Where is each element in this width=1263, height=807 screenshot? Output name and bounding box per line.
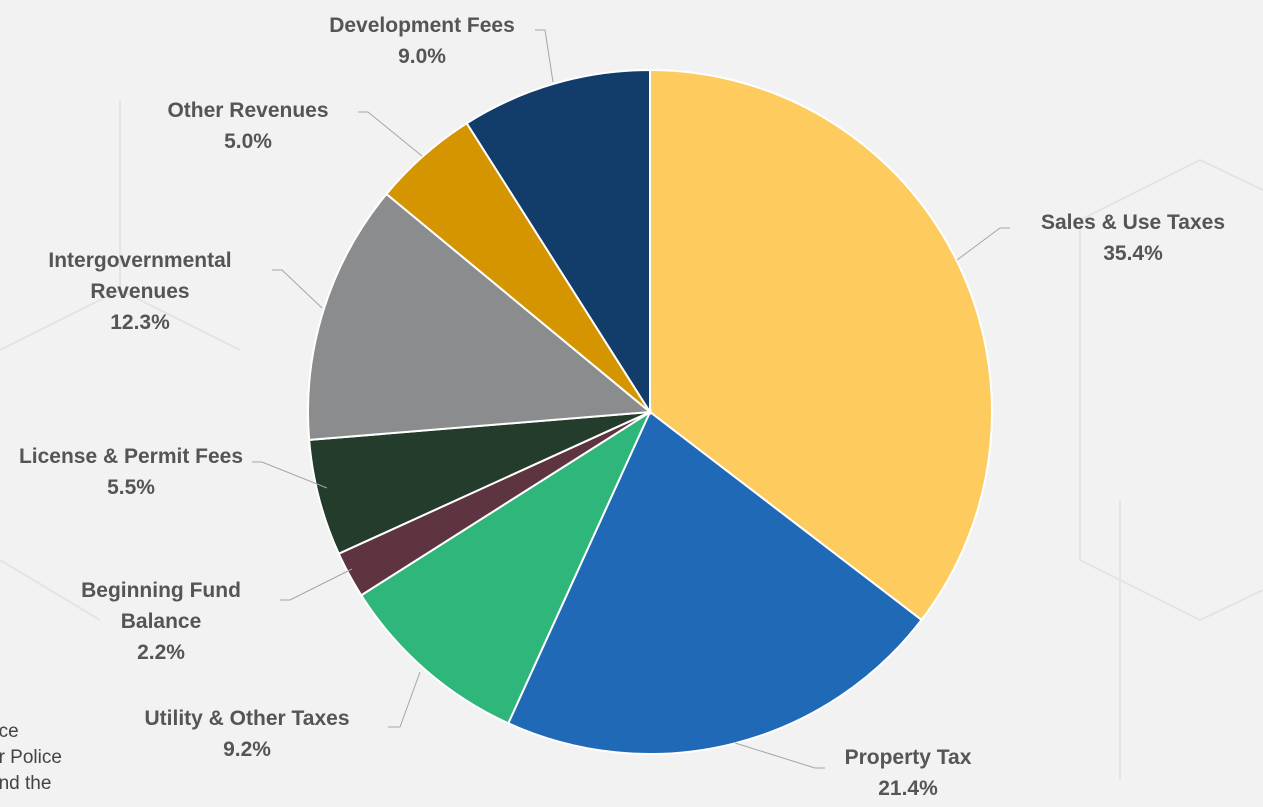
value-label: 12.3% [110, 311, 170, 334]
category-label: Beginning Fund Balance [81, 579, 241, 633]
category-label: Intergovernmental Revenues [48, 249, 232, 303]
slice-label: Intergovernmental Revenues 12.3% [15, 245, 265, 338]
category-label: License & Permit Fees [18, 445, 244, 468]
pie-slice [307, 192, 653, 441]
pie-slice [649, 68, 993, 622]
background-hexagons [0, 100, 1263, 780]
pie-slice [465, 68, 651, 416]
category-label: Other Revenues [167, 99, 329, 122]
value-label: 9.0% [398, 45, 446, 68]
pie-slice [359, 409, 653, 725]
value-label: 9.2% [223, 738, 271, 761]
leader-line [358, 111, 423, 157]
leader-line [280, 568, 353, 601]
slice-label: Development Fees 9.0% [282, 10, 562, 72]
slice-label: Sales & Use Taxes 35.4% [1003, 207, 1263, 269]
value-label: 2.2% [137, 641, 185, 664]
leader-line [535, 29, 554, 83]
text-fragment: or Police [0, 747, 62, 768]
leader-line [388, 671, 421, 728]
category-label: Development Fees [329, 14, 515, 37]
leader-line [252, 461, 328, 489]
slice-label: License & Permit Fees 5.5% [11, 441, 251, 503]
slice-label: Beginning Fund Balance 2.2% [46, 575, 276, 668]
text-fragment: nce [0, 721, 19, 742]
value-label: 21.4% [878, 777, 938, 800]
category-label: Property Tax [844, 746, 972, 769]
leader-line [734, 742, 825, 769]
slice-label: Property Tax 21.4% [808, 742, 1008, 804]
value-label: 35.4% [1103, 242, 1163, 265]
slice-label: Utility & Other Taxes 9.2% [97, 703, 397, 765]
text-fragment: and the [0, 773, 52, 794]
category-label: Utility & Other Taxes [144, 707, 350, 730]
value-label: 5.0% [224, 130, 272, 153]
category-label: Sales & Use Taxes [1040, 211, 1226, 234]
leader-line [272, 269, 323, 309]
leader-line [956, 227, 1010, 261]
slice-label: Other Revenues 5.0% [128, 95, 368, 157]
value-label: 5.5% [107, 476, 155, 499]
